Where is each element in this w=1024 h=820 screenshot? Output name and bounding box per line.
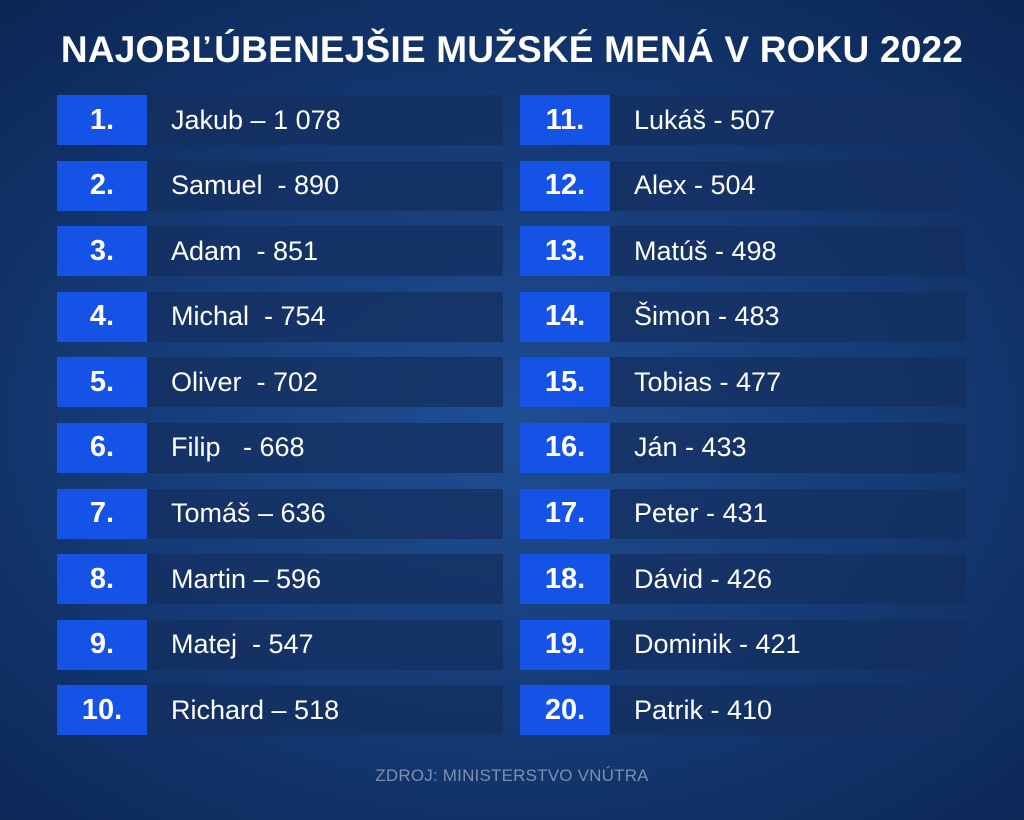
name-count: Patrik - 410 — [634, 694, 773, 725]
ranking-column-left: 1. Jakub – 1 078 2. Samuel - 890 3. Adam… — [57, 95, 503, 751]
name-count: Alex - 504 — [634, 170, 756, 201]
ranking-row: 2. Samuel - 890 — [57, 160, 503, 211]
name-count: Dávid - 426 — [634, 563, 773, 594]
ranking-row: 20. Patrik - 410 — [520, 685, 966, 736]
ranking-row: 13. Matúš - 498 — [520, 226, 966, 277]
name-count: Matúš - 498 — [634, 235, 777, 266]
name-count: Oliver - 702 — [171, 366, 319, 397]
ranking-row: 15. Tobias - 477 — [520, 357, 966, 408]
rank-badge: 16. — [520, 422, 610, 473]
ranking-row: 9. Matej - 547 — [57, 619, 503, 670]
name-count: Michal - 754 — [171, 301, 326, 332]
rank-badge: 9. — [57, 619, 147, 670]
rank-badge: 18. — [520, 554, 610, 605]
name-count: Filip - 668 — [171, 432, 305, 463]
ranking-row: 10. Richard – 518 — [57, 685, 503, 736]
ranking-row: 19. Dominik - 421 — [520, 619, 966, 670]
rank-badge: 8. — [57, 554, 147, 605]
ranking-row: 18. Dávid - 426 — [520, 554, 966, 605]
rank-badge: 5. — [57, 357, 147, 408]
rank-badge: 15. — [520, 357, 610, 408]
name-count: Dominik - 421 — [634, 629, 801, 660]
ranking-column-right: 11. Lukáš - 507 12. Alex - 504 13. Matúš… — [520, 95, 966, 751]
name-count: Richard – 518 — [171, 694, 340, 725]
name-count: Tomáš – 636 — [171, 498, 326, 529]
ranking-row: 1. Jakub – 1 078 — [57, 95, 503, 145]
ranking-row: 14. Šimon - 483 — [520, 291, 966, 342]
rank-badge: 4. — [57, 291, 147, 342]
ranking-row: 12. Alex - 504 — [520, 160, 966, 211]
ranking-row: 6. Filip - 668 — [57, 422, 503, 473]
rank-badge: 20. — [520, 685, 610, 736]
name-count: Ján - 433 — [634, 432, 747, 463]
source-caption: ZDROJ: MINISTERSTVO VNÚTRA — [375, 766, 649, 785]
rank-badge: 6. — [57, 422, 147, 473]
ranking-row: 11. Lukáš - 507 — [520, 95, 966, 145]
name-count: Šimon - 483 — [634, 301, 780, 332]
name-count: Peter - 431 — [634, 498, 768, 529]
ranking-row: 7. Tomáš – 636 — [57, 488, 503, 539]
rank-badge: 12. — [520, 160, 610, 211]
ranking-row: 4. Michal - 754 — [57, 291, 503, 342]
ranking-row: 8. Martin – 596 — [57, 554, 503, 605]
name-count: Matej - 547 — [171, 629, 314, 660]
rank-badge: 1. — [57, 95, 147, 145]
rank-badge: 10. — [57, 685, 147, 736]
rank-badge: 3. — [57, 226, 147, 277]
rank-badge: 14. — [520, 291, 610, 342]
ranking-row: 5. Oliver - 702 — [57, 357, 503, 408]
name-count: Lukáš - 507 — [634, 104, 776, 135]
rank-badge: 7. — [57, 488, 147, 539]
rank-badge: 11. — [520, 95, 610, 145]
ranking-row: 16. Ján - 433 — [520, 422, 966, 473]
name-count: Martin – 596 — [171, 563, 322, 594]
name-count: Samuel - 890 — [171, 170, 340, 201]
page-title: NAJOBĽÚBENEJŠIE MUŽSKÉ MENÁ V ROKU 2022 — [60, 29, 964, 70]
rank-badge: 17. — [520, 488, 610, 539]
name-count: Adam - 851 — [171, 235, 319, 266]
rank-badge: 13. — [520, 226, 610, 277]
ranking-row: 17. Peter - 431 — [520, 488, 966, 539]
name-count: Jakub – 1 078 — [171, 104, 341, 135]
ranking-row: 3. Adam - 851 — [57, 226, 503, 277]
rank-badge: 2. — [57, 160, 147, 211]
rank-badge: 19. — [520, 619, 610, 670]
name-count: Tobias - 477 — [634, 366, 782, 397]
